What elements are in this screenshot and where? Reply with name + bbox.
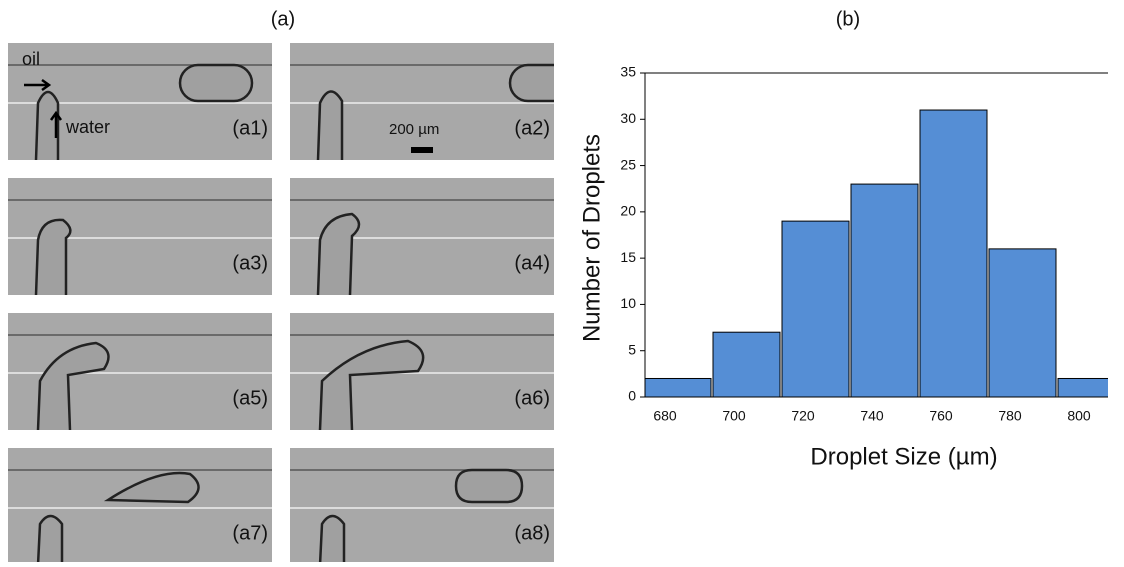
bar	[919, 109, 988, 398]
bar	[645, 377, 712, 398]
bar	[712, 331, 781, 398]
frame-label: (a6)	[514, 387, 550, 409]
frame-label: (a1)	[232, 117, 268, 139]
droplet	[316, 212, 361, 295]
droplet	[36, 471, 200, 562]
droplet	[508, 63, 554, 103]
frame-label: (a8)	[514, 522, 550, 544]
y-tick-label: 0	[628, 388, 636, 404]
frame-content	[290, 448, 554, 562]
frame-label: (a7)	[232, 522, 268, 544]
frame-content	[8, 313, 272, 430]
droplet	[34, 90, 60, 160]
frame-content	[8, 178, 272, 295]
x-tick-label: 680	[653, 408, 677, 424]
droplet	[178, 63, 254, 103]
y-tick-label: 25	[620, 156, 636, 172]
frame-label: (a2)	[514, 117, 550, 139]
bars	[645, 109, 1108, 398]
y-tick-label: 15	[620, 249, 636, 265]
frame-label: (a4)	[514, 252, 550, 274]
frame-content	[8, 448, 272, 562]
y-tick-label: 20	[620, 203, 636, 219]
image-frame	[290, 43, 554, 160]
bar	[988, 248, 1057, 398]
x-tick-label: 700	[722, 408, 746, 424]
droplet	[34, 218, 72, 295]
frame-content	[8, 43, 272, 160]
scale-label: 200 µm	[389, 121, 439, 138]
x-tick-label: 800	[1067, 408, 1091, 424]
bar	[781, 220, 850, 398]
water-label: water	[65, 117, 110, 137]
oil-label: oil	[22, 49, 40, 69]
droplet	[36, 341, 110, 430]
y-tick-label: 30	[620, 110, 636, 126]
frame-label: (a3)	[232, 252, 268, 274]
y-tick-label: 10	[620, 295, 636, 311]
image-frame	[8, 313, 272, 430]
y-tick-label: 35	[620, 64, 636, 80]
droplet	[316, 90, 344, 160]
image-frame	[290, 313, 554, 430]
x-tick-label: 740	[860, 408, 884, 424]
panel-b-title: (b)	[836, 8, 860, 30]
y-axis-label: Number of Droplets	[578, 134, 605, 342]
image-frame	[8, 178, 272, 295]
bar	[1057, 377, 1108, 398]
y-tick-label: 5	[628, 341, 636, 357]
oil-arrow	[24, 78, 52, 92]
droplet	[318, 468, 524, 562]
frame-content	[290, 178, 554, 295]
image-frame	[290, 448, 554, 562]
x-tick-label: 760	[929, 408, 953, 424]
image-frame	[8, 448, 272, 562]
image-frame	[8, 43, 272, 160]
scale-bar	[411, 147, 433, 153]
x-axis-label: Droplet Size (µm)	[810, 443, 997, 470]
image-frame	[290, 178, 554, 295]
panel-a-title: (a)	[271, 8, 295, 30]
frame-content	[290, 43, 554, 160]
x-tick-label: 780	[998, 408, 1022, 424]
frame-content	[290, 313, 554, 430]
frame-label: (a5)	[232, 387, 268, 409]
droplet	[318, 339, 425, 430]
bar	[850, 183, 919, 398]
x-tick-label: 720	[791, 408, 815, 424]
water-arrow	[49, 110, 63, 138]
